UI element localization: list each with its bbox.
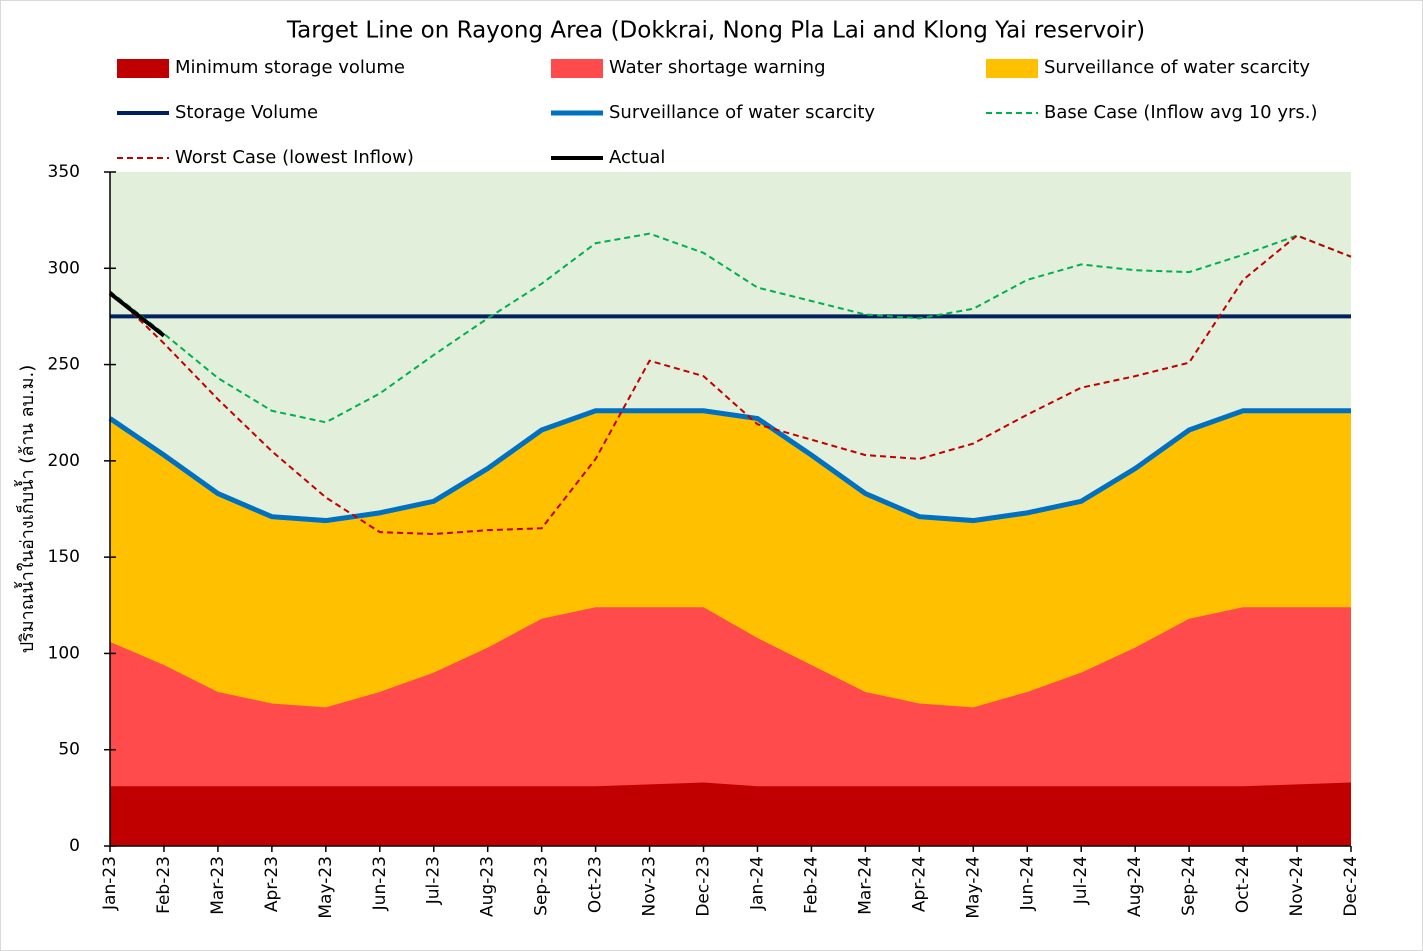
- y-tick-label: 0: [69, 836, 80, 856]
- x-tick-label: Mar-23: [208, 856, 228, 915]
- line: [109, 232, 1352, 424]
- x-tick-label: Jul-23: [424, 856, 444, 905]
- y-tick-label: 300: [48, 258, 80, 278]
- legend-label: Base Case (Inflow avg 10 yrs.): [1044, 102, 1318, 123]
- x-tick-label: Nov-24: [1287, 856, 1307, 917]
- x-tick-label: Dec-23: [694, 856, 714, 917]
- legend-label: Storage Volume: [175, 102, 318, 123]
- legend-label: Surveillance of water scarcity: [609, 102, 875, 123]
- legend-swatch: [117, 59, 169, 78]
- x-tick-label: Aug-23: [478, 856, 498, 917]
- legend-label: Minimum storage volume: [175, 57, 405, 78]
- y-tick-label: 200: [48, 451, 80, 471]
- x-tick-label: Mar-24: [855, 856, 875, 915]
- legend-swatch: [551, 59, 603, 78]
- line: [109, 234, 1352, 536]
- x-tick-label: Jun-23: [370, 856, 390, 911]
- x-tick-label: Oct-24: [1233, 856, 1253, 913]
- legend-label: Surveillance of water scarcity: [1044, 57, 1310, 78]
- y-tick-label: 350: [48, 162, 80, 182]
- x-tick-label: Jan-23: [100, 856, 120, 911]
- x-tick-label: May-24: [963, 856, 983, 919]
- line: [108, 291, 166, 338]
- x-tick-label: Nov-23: [640, 856, 660, 917]
- legend-swatch: [986, 59, 1038, 78]
- area: [110, 782, 1351, 846]
- x-tick-label: Jan-24: [747, 856, 767, 911]
- legend-label: Actual: [609, 147, 665, 168]
- x-tick-label: Aug-24: [1125, 856, 1145, 917]
- x-tick-label: Sep-23: [532, 856, 552, 916]
- x-tick-label: Feb-24: [801, 856, 821, 914]
- x-tick-label: Sep-24: [1179, 856, 1199, 916]
- y-tick-label: 150: [48, 547, 80, 567]
- chart-title: Target Line on Rayong Area (Dokkrai, Non…: [286, 18, 1145, 44]
- x-tick-label: Jun-24: [1017, 856, 1037, 911]
- x-tick-label: Feb-23: [154, 856, 174, 914]
- y-tick-label: 250: [48, 355, 80, 375]
- y-tick-label: 50: [58, 740, 80, 760]
- legend-label: Worst Case (lowest Inflow): [175, 147, 414, 168]
- legend-label: Water shortage warning: [609, 57, 826, 78]
- y-axis-label: ปริมาณน้ำในอ่างเก็บน้ำ (ล้าน ลบ.ม.): [14, 365, 38, 654]
- x-tick-label: May-23: [316, 856, 336, 919]
- line: [108, 408, 1351, 524]
- y-tick-label: 100: [48, 643, 80, 663]
- x-tick-label: Oct-23: [586, 856, 606, 913]
- x-tick-label: Dec-24: [1341, 856, 1361, 917]
- x-tick-label: Apr-24: [909, 856, 929, 912]
- x-tick-label: Apr-23: [262, 856, 282, 912]
- x-tick-label: Jul-24: [1071, 856, 1091, 905]
